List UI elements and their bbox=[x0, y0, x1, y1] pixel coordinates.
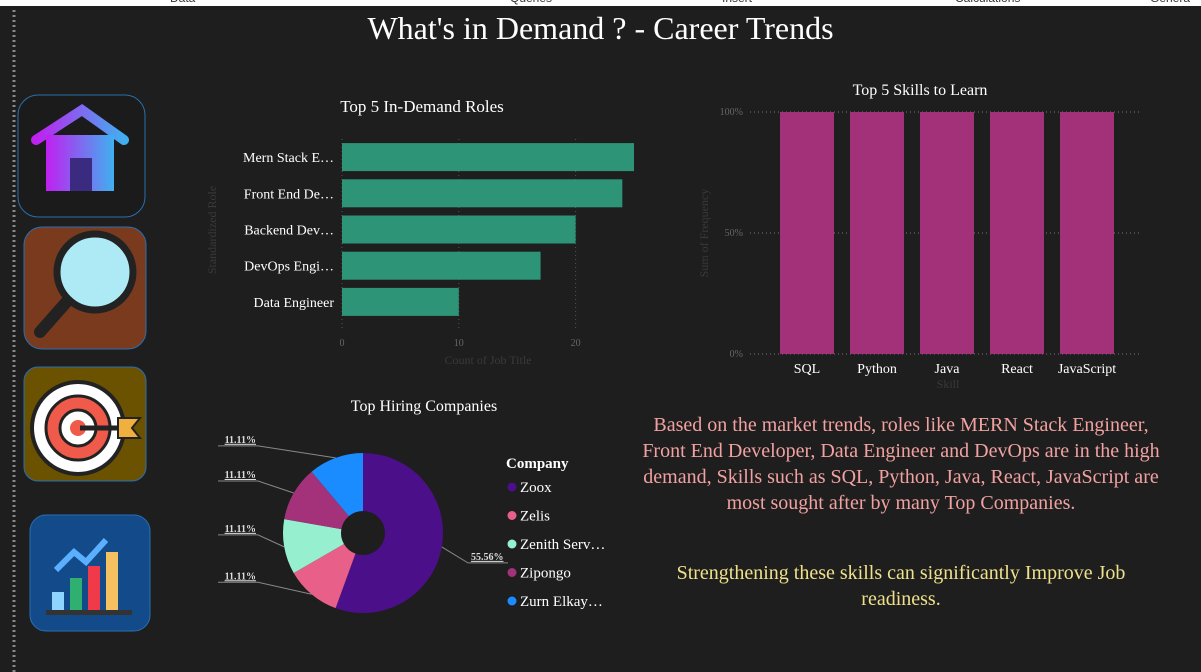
data-label: 11.11% bbox=[225, 470, 256, 481]
trends-button[interactable] bbox=[29, 514, 151, 632]
leader-line bbox=[218, 534, 285, 548]
bar bbox=[342, 215, 576, 244]
legend-marker bbox=[507, 596, 517, 606]
y-tick-label: Backend Dev… bbox=[244, 224, 334, 239]
legend-label: Zenith Serv… bbox=[520, 537, 605, 553]
chart-title: Top Hiring Companies bbox=[351, 398, 497, 415]
y-axis-title: Standardized Role bbox=[205, 186, 219, 274]
ribbon-tab[interactable]: Queries bbox=[510, 0, 552, 5]
ribbon-tab[interactable]: Data bbox=[170, 0, 195, 5]
bar bbox=[342, 251, 541, 280]
pie-slice bbox=[293, 543, 356, 609]
data-label: 11.11% bbox=[225, 435, 256, 446]
x-tick-label: 10 bbox=[454, 338, 464, 349]
legend-label: Zurn Elkay… bbox=[520, 594, 603, 610]
insight-text: Strengthening these skills can significa… bbox=[676, 562, 1126, 610]
legend-marker bbox=[507, 539, 517, 549]
bar bbox=[342, 143, 634, 172]
bar bbox=[780, 112, 834, 354]
ribbon-tab[interactable]: Genera bbox=[1150, 0, 1190, 5]
bar bbox=[342, 287, 459, 316]
search-button[interactable] bbox=[23, 226, 147, 350]
pie-slice bbox=[311, 453, 363, 517]
leader-line bbox=[441, 546, 508, 564]
leader-line bbox=[218, 480, 294, 494]
ribbon-tab[interactable]: Insert bbox=[722, 0, 752, 5]
data-label: 11.11% bbox=[225, 524, 256, 535]
chart-title: Top 5 In-Demand Roles bbox=[340, 97, 504, 116]
x-tick-label: JavaScript bbox=[1058, 362, 1116, 377]
chart-title: Top 5 Skills to Learn bbox=[853, 82, 988, 99]
y-tick-label: Mern Stack E… bbox=[243, 151, 334, 166]
ribbon-tab[interactable]: Calculations bbox=[955, 0, 1020, 5]
x-tick-label: Java bbox=[935, 362, 961, 377]
legend-marker bbox=[507, 511, 517, 520]
y-tick-label: 100% bbox=[720, 107, 743, 118]
y-tick-label: 50% bbox=[725, 228, 743, 239]
bar bbox=[1060, 112, 1114, 354]
x-tick-label: React bbox=[1001, 362, 1033, 377]
x-tick-label: SQL bbox=[794, 362, 820, 377]
legend-label: Zelis bbox=[520, 509, 550, 525]
y-tick-label: DevOps Engi… bbox=[244, 260, 334, 275]
bar bbox=[850, 112, 904, 354]
legend-label: Zipongo bbox=[520, 566, 571, 582]
legend-label: Zoox bbox=[520, 480, 552, 496]
bar bbox=[990, 112, 1044, 354]
home-button[interactable] bbox=[17, 94, 146, 218]
y-tick-label: Front End De… bbox=[244, 187, 334, 202]
x-tick-label: 20 bbox=[571, 338, 581, 349]
y-tick-label: 0% bbox=[730, 349, 743, 360]
pie-slice bbox=[335, 453, 443, 614]
data-label: 55.56% bbox=[471, 552, 504, 563]
ribbon: Data Queries Insert Calculations Genera bbox=[0, 0, 1201, 6]
legend-title: Company bbox=[506, 456, 569, 472]
bar bbox=[920, 112, 974, 354]
insight-text: Based on the market trends, roles like M… bbox=[642, 414, 1160, 514]
bar bbox=[342, 179, 623, 208]
legend-marker bbox=[507, 568, 517, 577]
pie-slice bbox=[284, 471, 349, 530]
x-axis-title: Skill bbox=[937, 377, 960, 391]
y-axis-title: Sum of Frequency bbox=[697, 189, 711, 278]
target-button[interactable] bbox=[23, 366, 147, 482]
leader-line bbox=[218, 445, 336, 459]
data-label: 11.11% bbox=[225, 571, 256, 582]
pie-slice bbox=[283, 519, 344, 573]
leader-line bbox=[218, 581, 312, 595]
x-tick-label: 0 bbox=[340, 338, 345, 349]
x-axis-title: Count of Job Title bbox=[444, 353, 531, 367]
legend-marker bbox=[507, 482, 517, 492]
y-tick-label: Data Engineer bbox=[254, 296, 335, 311]
x-tick-label: Python bbox=[857, 362, 897, 377]
page-title: What's in Demand ? - Career Trends bbox=[367, 10, 834, 46]
